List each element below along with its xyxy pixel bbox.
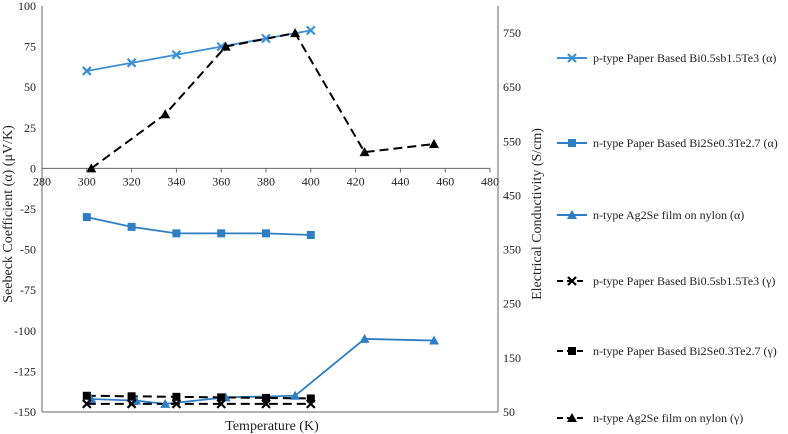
data-point-series-3	[429, 335, 439, 345]
right-tick-label: 150	[503, 351, 521, 365]
data-point-series-6	[429, 139, 439, 149]
left-tick-label: -75	[20, 283, 36, 297]
left-tick-label: -50	[20, 243, 36, 257]
legend-label-3: n-type Ag2Se film on nylon (α)	[593, 208, 744, 222]
data-point-series-6	[220, 41, 231, 51]
x-tick-label: 280	[33, 174, 51, 188]
data-point-series-4	[82, 399, 92, 409]
x-tick-label: 300	[78, 174, 96, 188]
data-point-series-1	[261, 33, 271, 44]
legend-marker-6	[567, 413, 577, 422]
data-point-series-3	[359, 333, 370, 343]
legend-label-6: n-type Ag2Se film on nylon (γ)	[593, 411, 743, 425]
left-tick-label: 0	[30, 161, 36, 175]
series-markers	[82, 25, 439, 409]
x-tick-label: 420	[347, 174, 365, 188]
data-point-series-2	[306, 230, 315, 239]
legend-label-5: n-type Paper Based Bi2Se0.3Te2.7 (γ)	[593, 344, 777, 358]
data-point-series-5	[172, 392, 181, 401]
series-line-1	[86, 29, 311, 72]
left-tick-label: 50	[24, 80, 36, 94]
data-point-series-2	[217, 229, 226, 238]
data-point-series-2	[262, 229, 270, 238]
legend-marker-4	[567, 276, 577, 286]
left-tick-label: 25	[24, 121, 36, 135]
y-right-axis-label: Electrical Conductivity (S/cm)	[530, 128, 545, 300]
right-tick-label: 450	[503, 188, 521, 202]
x-tick-label: 440	[391, 174, 409, 188]
y-left-axis-label: Seebeck Coefficient (α) (μV/K)	[1, 125, 16, 303]
legend-marker-3	[567, 210, 577, 219]
legend-marker-2	[568, 139, 576, 147]
data-point-series-4	[126, 399, 137, 409]
data-point-series-6	[290, 28, 301, 38]
right-tick-label: 350	[503, 243, 521, 257]
data-point-series-2	[82, 213, 91, 222]
x-tick-label: 400	[302, 174, 320, 188]
data-point-series-4	[171, 399, 182, 409]
data-point-series-5	[262, 393, 270, 402]
legend-label-1: p-type Paper Based Bi0.5sb1.5Te3 (α)	[593, 51, 776, 65]
legend-label-4: p-type Paper Based Bi0.5sb1.5Te3 (γ)	[593, 274, 775, 288]
data-point-series-5	[306, 394, 315, 403]
right-tick-label: 50	[503, 405, 515, 419]
data-point-series-1	[126, 58, 137, 68]
left-axis-tick-labels: 100 75 50 25 0 -25 -50 -75 -100 -125 -150	[14, 0, 36, 419]
legend-marker-5	[568, 347, 576, 355]
data-point-series-3	[160, 398, 171, 408]
left-tick-label: -25	[20, 202, 36, 216]
data-point-series-2	[172, 229, 181, 238]
data-point-series-5	[217, 393, 226, 402]
series-line-6	[90, 31, 435, 170]
legend: p-type Paper Based Bi0.5sb1.5Te3 (α) n-ty…	[557, 51, 778, 425]
data-point-series-6	[359, 147, 370, 157]
x-tick-label: 340	[167, 174, 185, 188]
x-axis-label: Temperature (K)	[225, 419, 319, 434]
data-point-series-2	[127, 222, 136, 231]
right-axis-tick-labels: 750 650 550 450 350 250 150 50	[503, 26, 521, 419]
legend-label-2: n-type Paper Based Bi2Se0.3Te2.7 (α)	[593, 136, 778, 150]
series-lines	[86, 29, 435, 405]
series-line-5	[86, 394, 311, 400]
data-point-series-5	[127, 392, 136, 401]
left-tick-label: -100	[14, 324, 36, 338]
left-tick-label: -150	[14, 405, 36, 419]
data-point-series-1	[171, 49, 182, 60]
right-tick-label: 550	[503, 134, 521, 148]
data-point-series-6	[86, 163, 97, 173]
left-tick-label: 100	[18, 0, 36, 13]
x-tick-label: 460	[436, 174, 454, 188]
right-tick-label: 250	[503, 297, 521, 311]
left-tick-label: 75	[24, 40, 36, 54]
left-tick-label: -125	[14, 364, 36, 378]
right-tick-label: 650	[503, 80, 521, 94]
data-point-series-6	[160, 109, 171, 119]
data-point-series-1	[82, 66, 92, 76]
data-point-series-1	[306, 25, 316, 36]
x-tick-label: 380	[257, 174, 275, 188]
data-point-series-5	[82, 391, 91, 400]
legend-marker-1	[567, 53, 577, 63]
data-point-series-3	[290, 390, 301, 400]
x-axis-tick-labels: 280 300 320 340 360 380 400 420 440 460 480	[33, 168, 499, 188]
series-line-2	[86, 216, 311, 236]
right-tick-label: 750	[503, 26, 521, 40]
x-tick-label: 360	[212, 174, 230, 188]
x-tick-label: 320	[123, 174, 141, 188]
x-tick-label: 480	[481, 174, 499, 188]
